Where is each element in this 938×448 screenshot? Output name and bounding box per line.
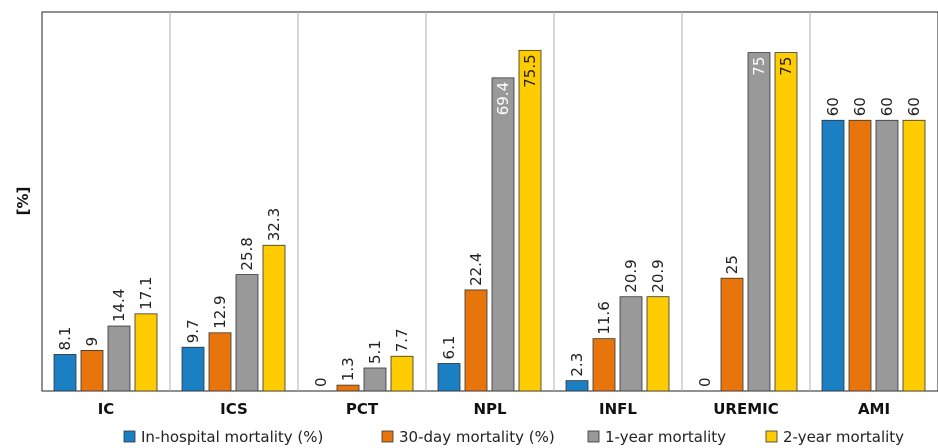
- bar-ami-series-1: [821, 119, 845, 392]
- data-label-ics-series-4: 32.3: [265, 208, 283, 241]
- bar-infl-series-4: [646, 296, 670, 392]
- data-label-pct-series-1: 0: [312, 377, 330, 387]
- bar-ami-series-2: [848, 119, 872, 392]
- bar-ic-series-4: [134, 313, 158, 392]
- data-label-infl-series-1: 2.3: [568, 353, 586, 377]
- x-tick-label-npl: NPL: [473, 400, 507, 418]
- data-label-npl-series-1: 6.1: [440, 336, 458, 360]
- data-label-uremic-series-4: 75: [777, 57, 795, 76]
- data-label-ics-series-2: 12.9: [211, 295, 229, 328]
- bar-ic-series-3: [107, 325, 131, 392]
- x-tick-label-ami: AMI: [858, 400, 890, 418]
- bar-pct-series-4: [390, 355, 414, 392]
- bar-infl-series-3: [619, 296, 643, 392]
- data-label-infl-series-3: 20.9: [622, 259, 640, 292]
- bar-ics-series-2: [208, 332, 232, 392]
- data-label-ami-series-2: 60: [851, 97, 869, 116]
- data-label-ics-series-3: 25.8: [238, 237, 256, 270]
- legend-label-series-3: 1-year mortality: [605, 428, 726, 446]
- data-label-ic-series-3: 14.4: [110, 289, 128, 322]
- bar-uremic-series-3: [747, 52, 771, 392]
- bar-ami-series-3: [875, 119, 899, 392]
- bar-ami-series-4: [902, 119, 926, 392]
- y-axis-label: [%]: [14, 187, 32, 216]
- data-label-ic-series-4: 17.1: [137, 276, 155, 309]
- data-label-ami-series-3: 60: [878, 97, 896, 116]
- plot-frame: [41, 11, 938, 392]
- data-label-uremic-series-1: 0: [696, 377, 714, 387]
- bar-infl-series-2: [592, 338, 616, 392]
- x-tick-label-ics: ICS: [220, 400, 248, 418]
- data-label-infl-series-2: 11.6: [595, 301, 613, 334]
- data-label-uremic-series-3: 75: [750, 57, 768, 76]
- x-tick-label-infl: INFL: [599, 400, 637, 418]
- data-label-ics-series-1: 9.7: [184, 319, 202, 343]
- bar-pct-series-3: [363, 367, 387, 392]
- bar-uremic-series-2: [720, 277, 744, 392]
- legend-label-series-1: In-hospital mortality (%): [141, 428, 323, 446]
- bar-npl-series-1: [437, 363, 461, 392]
- bar-infl-series-1: [565, 380, 589, 392]
- bar-uremic-series-4: [774, 52, 798, 392]
- bar-ics-series-4: [262, 244, 286, 392]
- x-tick-label-uremic: UREMIC: [713, 400, 779, 418]
- data-label-npl-series-2: 22.4: [467, 253, 485, 286]
- data-label-ami-series-4: 60: [905, 97, 923, 116]
- data-label-pct-series-2: 1.3: [339, 357, 357, 381]
- legend-swatch-series-3: [587, 430, 600, 443]
- bar-pct-series-2: [336, 384, 360, 392]
- category-separators: [169, 12, 811, 391]
- legend-swatch-series-4: [765, 430, 778, 443]
- bar-ic-series-1: [53, 354, 77, 392]
- data-label-infl-series-4: 20.9: [649, 259, 667, 292]
- data-label-npl-series-3: 69.4: [494, 82, 512, 115]
- bar-npl-series-2: [464, 289, 488, 392]
- data-label-ic-series-1: 8.1: [56, 327, 74, 351]
- data-label-pct-series-3: 5.1: [366, 340, 384, 364]
- data-label-ami-series-1: 60: [824, 97, 842, 116]
- legend-label-series-4: 2-year mortality: [783, 428, 904, 446]
- bar-ics-series-3: [235, 274, 259, 392]
- data-label-ic-series-2: 9: [83, 337, 101, 347]
- x-tick-label-pct: PCT: [346, 400, 379, 418]
- legend-swatch-series-2: [381, 430, 394, 443]
- bar-npl-series-4: [518, 49, 542, 392]
- data-label-uremic-series-2: 25: [723, 255, 741, 274]
- x-tick-label-ic: IC: [98, 400, 115, 418]
- data-label-npl-series-4: 75.5: [521, 54, 539, 87]
- legend-label-series-2: 30-day mortality (%): [399, 428, 555, 446]
- legend: In-hospital mortality (%) 30-day mortalit…: [123, 428, 904, 446]
- bar-npl-series-3: [491, 77, 515, 392]
- bars: [53, 49, 926, 392]
- data-labels: 8.1 9 14.4 17.1 9.7 12.9 25.8 32.3 0 1.3 5.1 7.7 6.1…: [56, 54, 923, 387]
- legend-swatch-series-1: [123, 430, 136, 443]
- x-tick-labels: IC ICS PCT NPL INFL UREMIC AMI: [98, 400, 890, 418]
- data-label-pct-series-4: 7.7: [393, 328, 411, 352]
- bar-ic-series-2: [80, 349, 104, 392]
- bar-ics-series-1: [181, 346, 205, 392]
